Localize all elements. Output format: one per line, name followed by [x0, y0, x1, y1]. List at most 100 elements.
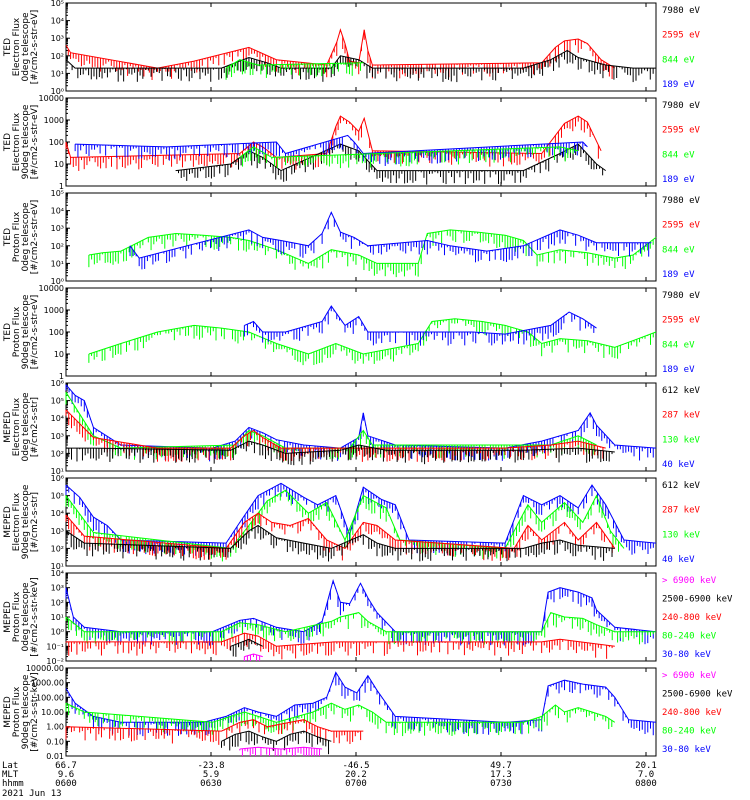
y-tick-label: 10² [51, 544, 64, 553]
panel-4: 1 10 100 1000 10000 TED Proton Flux 90deg teles… [3, 284, 701, 381]
series-line [65, 702, 616, 723]
y-axis-label: Electron Flux [12, 397, 22, 456]
panel-5: 10¹ 10² 10³ 10⁴ 10⁵ 10⁶ MEPED Electron Flux 0deg… [3, 379, 701, 476]
series-2 [65, 512, 616, 561]
y-axis-label: [#/cm2-s-str-keV] [30, 672, 40, 751]
panel-3: 10⁰ 10¹ 10² 10³ 10⁴ 10⁵ TED Proton Flux 0deg tel… [3, 189, 701, 286]
y-tick-label: 10¹ [51, 613, 64, 622]
y-tick-label: 1 [59, 182, 64, 191]
legend-entry: 7980 eV [662, 291, 701, 301]
y-tick-label: 10 [54, 350, 64, 359]
y-tick-label: 10⁵ [51, 0, 64, 8]
y-tick-label: 10⁴ [51, 414, 64, 423]
y-tick-label: 10¹ [51, 562, 64, 571]
series-line [66, 632, 615, 647]
y-axis-label: Electron Flux [12, 112, 22, 171]
series-line [129, 211, 652, 259]
panel-6: 10¹ 10² 10³ 10⁴ 10⁵ 10⁶ MEPED Electron Flux 90de… [3, 474, 701, 571]
y-tick-label: 10⁰ [51, 87, 64, 96]
y-tick-label: 1000 [44, 306, 64, 315]
y-axis-label: Proton Flux [12, 591, 22, 642]
series-1 [243, 305, 597, 346]
y-axis-label: 90deg telescope [21, 294, 31, 369]
y-tick-label: 10⁰ [51, 628, 64, 637]
y-tick-label: 10⁵ [51, 189, 64, 198]
series-2 [225, 59, 364, 80]
y-tick-label: 10⁴ [51, 509, 64, 518]
series-line [65, 28, 616, 69]
y-tick-label: 10⁴ [51, 17, 64, 26]
y-tick-label: 10⁵ [51, 492, 64, 501]
y-tick-label: 10⁻² [46, 657, 64, 666]
series-2 [65, 632, 615, 660]
series-line [65, 49, 656, 69]
y-tick-label: 10.00 [41, 708, 64, 717]
series-0 [65, 578, 657, 646]
legend-entry: 2500-6900 keV [662, 595, 733, 605]
series-line [65, 611, 656, 633]
y-tick-label: 10² [51, 52, 64, 61]
y-axis-label: [#/cm2-s-str-eV] [30, 10, 40, 85]
legend-entry: 2595 eV [662, 31, 701, 41]
series-0 [65, 115, 602, 171]
series-line [65, 115, 602, 158]
y-axis-label: Proton Flux [12, 211, 22, 262]
y-axis-label: MEPED [3, 696, 13, 728]
y-tick-label: 10⁻¹ [46, 642, 64, 651]
series-4 [243, 653, 263, 661]
panel-8: 0.01 0.10 1.00 10.00 100.00 1000.00 10000.00 ME… [3, 664, 733, 761]
legend-entry: 7980 eV [662, 6, 701, 16]
series-3 [230, 638, 263, 657]
series-line [244, 305, 597, 335]
legend-entry: 240-800 keV [662, 613, 722, 623]
plot-frame [65, 287, 657, 377]
series-line [230, 638, 263, 647]
y-axis-label: Proton Flux [12, 686, 22, 737]
y-tick-label: 10⁴ [51, 207, 64, 216]
y-tick-label: 100 [49, 138, 64, 147]
series-line [65, 391, 597, 449]
y-axis-label: TED [3, 133, 13, 152]
y-tick-label: 10³ [51, 584, 64, 593]
series-line [225, 59, 364, 69]
series-3 [65, 524, 615, 562]
y-axis-label: [#/cm2-s-str] [30, 397, 40, 457]
y-tick-label: 100 [49, 328, 64, 337]
y-axis-label: TED [3, 228, 13, 247]
y-tick-label: 10000 [39, 284, 64, 293]
legend-entry: 130 keV [662, 435, 701, 445]
y-tick-label: 10 [54, 160, 64, 169]
y-tick-label: 10¹ [51, 259, 64, 268]
legend-entry: 2595 eV [662, 316, 701, 326]
legend-entry: 80-240 keV [662, 632, 717, 642]
y-tick-label: 1.00 [46, 723, 64, 732]
legend-entry: 189 eV [662, 270, 695, 280]
series-line [88, 318, 657, 355]
y-tick-label: 0.10 [46, 737, 64, 746]
legend-entry: 189 eV [662, 175, 695, 185]
plot-frame [65, 97, 657, 187]
legend-entry: 30-80 keV [662, 650, 711, 660]
panel-7: 10⁻² 10⁻¹ 10⁰ 10¹ 10² 10³ 10⁴ MEPED Proton Flux 0… [3, 569, 733, 666]
panel-2: 1 10 100 1000 10000 TED Electron Flux 90deg tel… [3, 94, 701, 191]
y-axis-label: [#/cm2-s-str-eV] [30, 200, 40, 275]
y-axis-label: 0deg telescope [21, 582, 31, 652]
y-axis-label: 0deg telescope [21, 12, 31, 82]
series-1 [65, 49, 656, 83]
y-tick-label: 10000.00 [26, 664, 64, 673]
legend-entry: 844 eV [662, 245, 695, 255]
y-tick-label: 10⁰ [51, 277, 64, 286]
y-tick-label: 10¹ [51, 69, 64, 78]
y-tick-label: 10² [51, 449, 64, 458]
series-3 [65, 440, 615, 466]
y-tick-label: 10⁵ [51, 397, 64, 406]
y-tick-label: 0.01 [46, 752, 64, 761]
series-1 [65, 702, 616, 737]
y-axis-label: TED [3, 38, 13, 57]
y-tick-label: 10³ [51, 224, 64, 233]
y-tick-label: 1000.00 [31, 679, 64, 688]
y-tick-label: 10² [51, 598, 64, 607]
legend-entry: 40 keV [662, 555, 695, 565]
y-tick-label: 10³ [51, 527, 64, 536]
